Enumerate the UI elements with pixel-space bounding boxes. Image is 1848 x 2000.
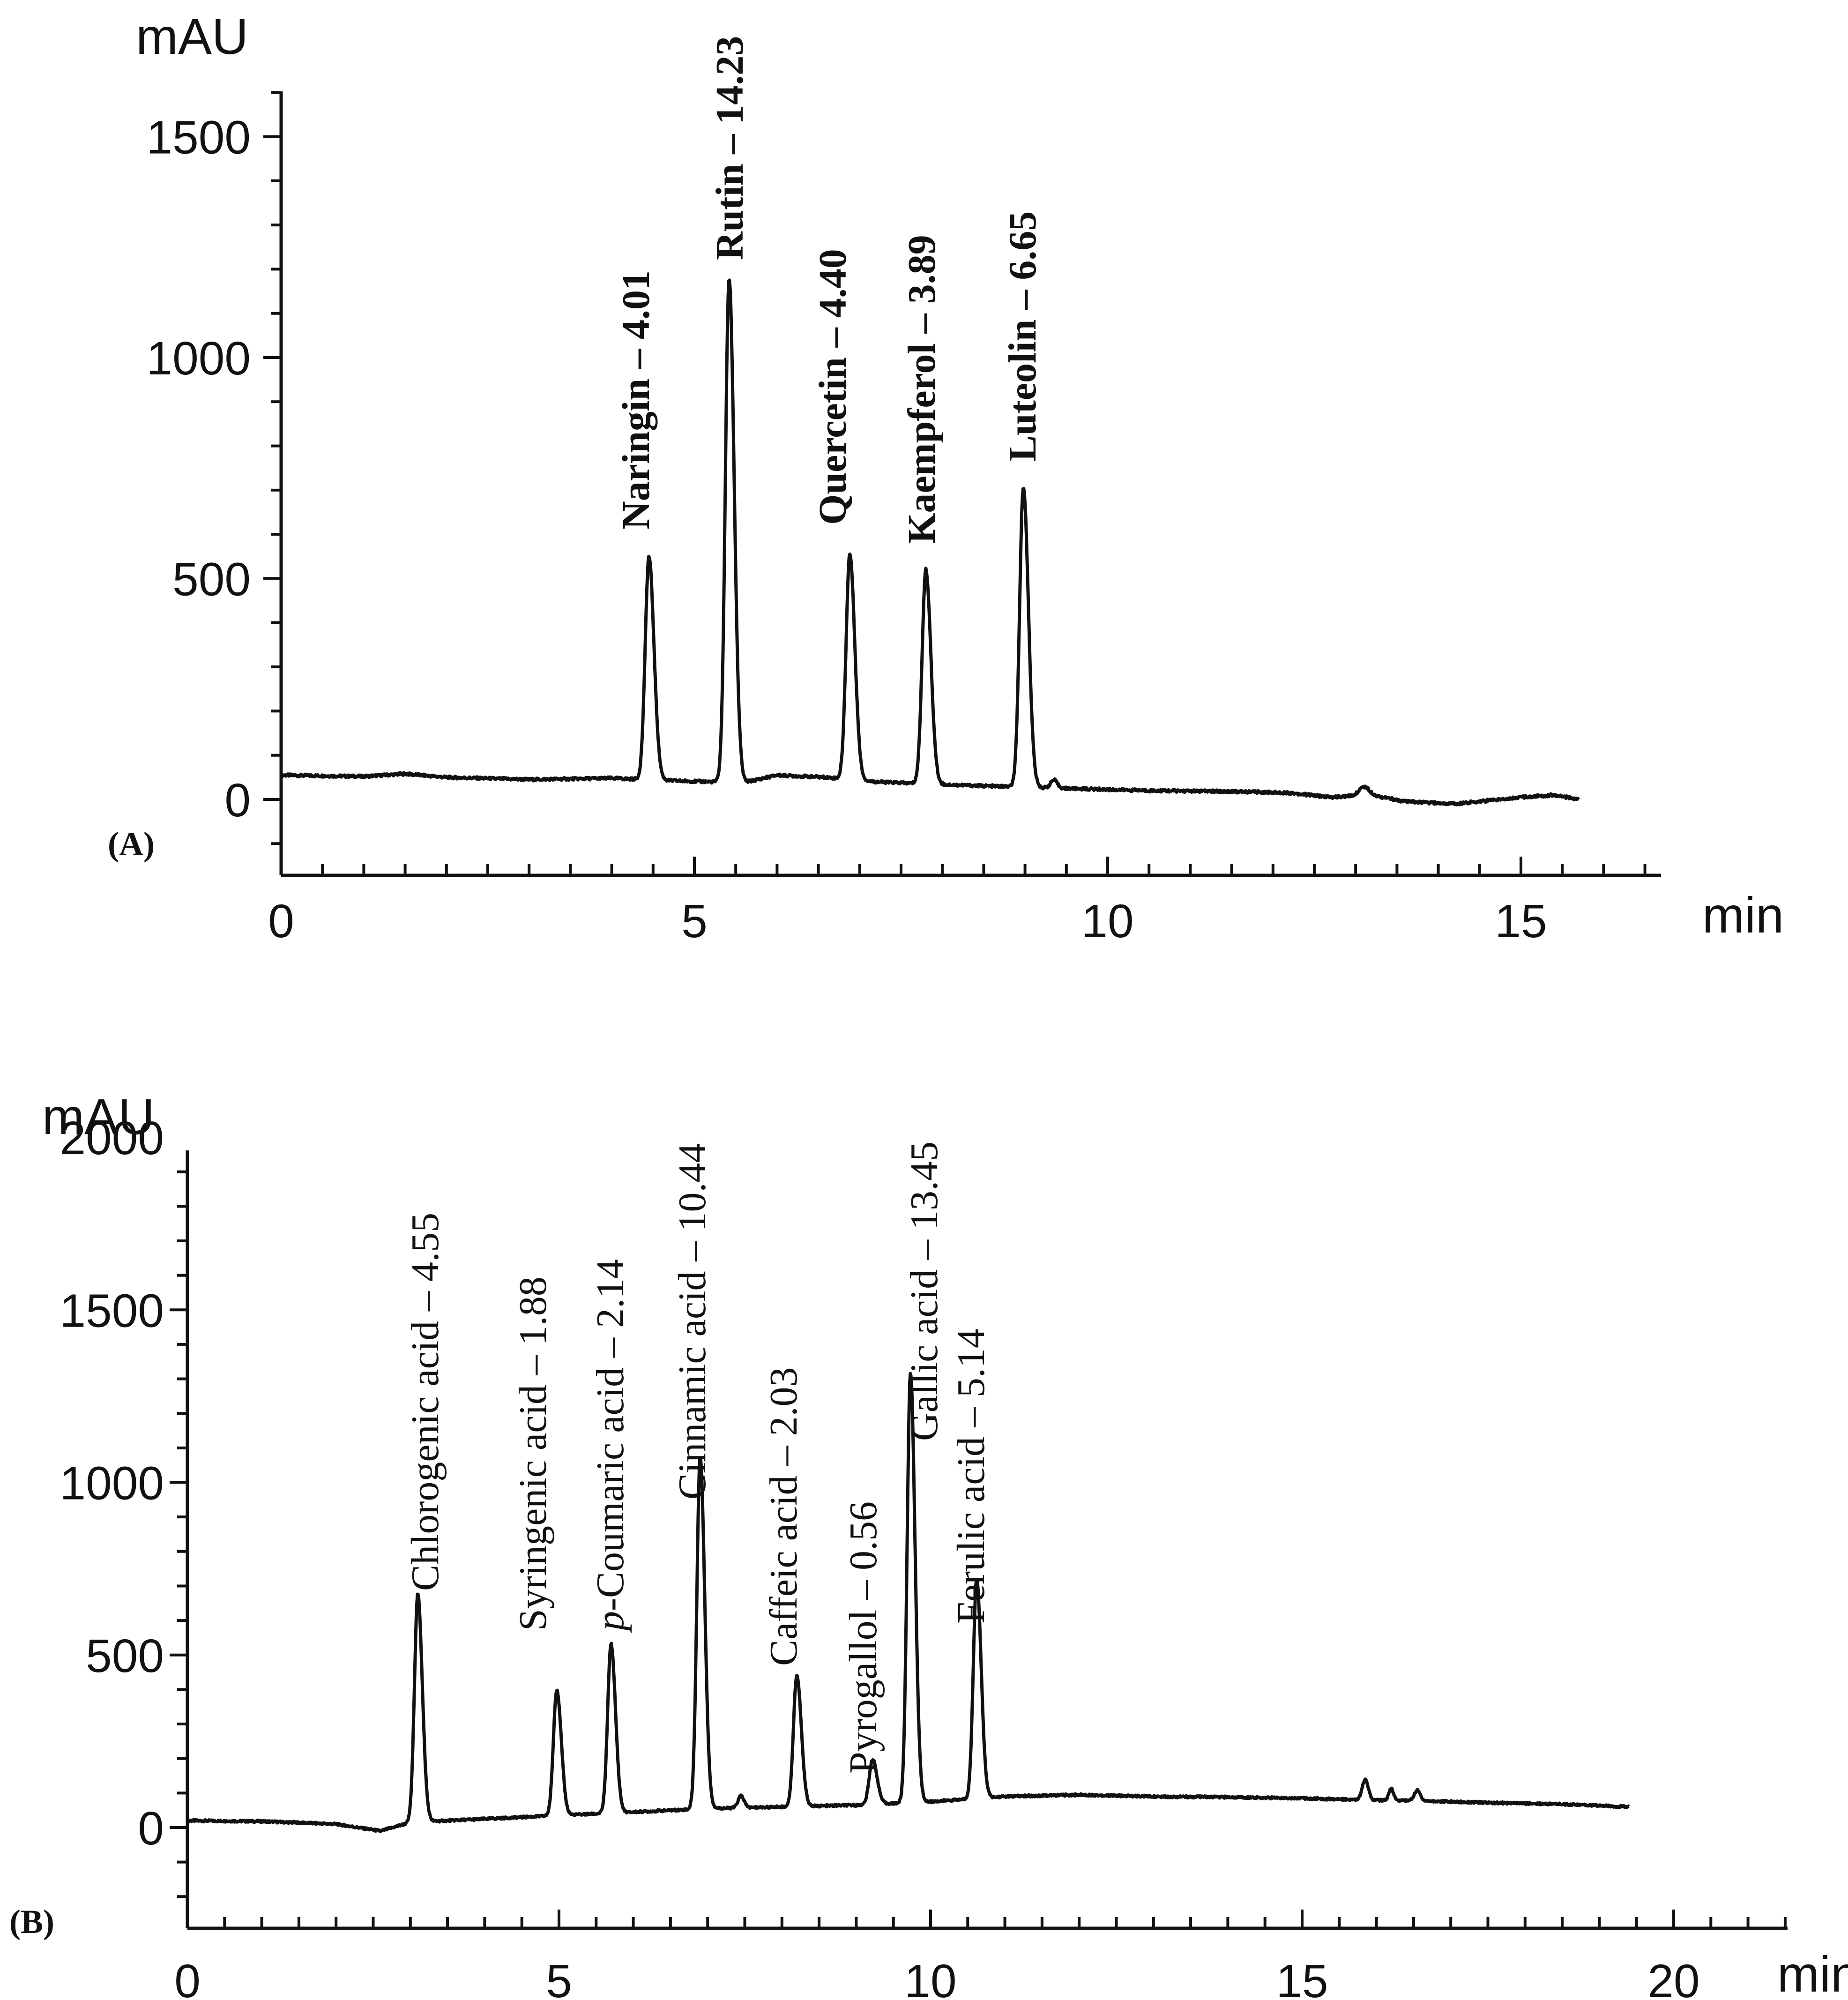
chart-panel-a: 0 500 1000 1500 0 5 10 15 mAU min (A) Naringin – 4.… (108, 8, 1784, 948)
peak-label: p-Coumaric acid – 2.14 (589, 1259, 632, 1633)
peak-label: Naringin – 4.01 (614, 270, 658, 530)
x-tick-label: 5 (546, 1955, 572, 2000)
y-tick-label: 2000 (60, 1112, 164, 1164)
peak-label-text: Gallic acid – 13.45 (902, 1142, 946, 1441)
panel-label: (A) (108, 825, 155, 863)
y-tick-label: 500 (172, 553, 251, 606)
y-tick-label: 1000 (60, 1457, 164, 1510)
peak-label: Chlorogenic acid – 4.55 (403, 1213, 447, 1591)
peak-label-text: Chlorogenic acid – 4.55 (403, 1213, 447, 1591)
peak-caffeic-acid: Caffeic acid – 2.03 (762, 1367, 805, 1666)
x-tick-label: 15 (1276, 1955, 1328, 2000)
peak-label-text: Caffeic acid – 2.03 (762, 1367, 805, 1666)
y-tick-label: 1500 (147, 112, 251, 164)
x-tick-label: 10 (904, 1955, 956, 2000)
peak-cinnamic-acid: Cinnamic acid – 10.44 (671, 1143, 714, 1500)
peak-syringenic-acid: Syringenic acid – 1.88 (511, 1276, 555, 1631)
peak-label-text: Naringin – 4.01 (614, 270, 658, 530)
x-tick-label: 15 (1495, 895, 1547, 948)
peak-chlorogenic-acid: Chlorogenic acid – 4.55 (403, 1213, 447, 1591)
y-axis-unit-label: mAU (42, 1088, 155, 1145)
y-tick-label: 1500 (60, 1284, 164, 1337)
x-tick-label: 0 (174, 1955, 201, 2000)
y-tick-label: 0 (138, 1802, 164, 1855)
peak-label-text: Quercetin – 4.40 (811, 249, 855, 525)
peak-label: Pyrogallol – 0.56 (842, 1501, 885, 1774)
peak-label: Gallic acid – 13.45 (902, 1142, 946, 1441)
peak-label: Quercetin – 4.40 (811, 249, 855, 525)
peak-label: Luteolin – 6.65 (1001, 211, 1044, 462)
chromatogram-trace (186, 1372, 1631, 1833)
peak-rutin: Rutin – 14.23 (708, 36, 752, 260)
panel-label: (B) (9, 1903, 54, 1940)
peak-label-text: Luteolin – 6.65 (1001, 211, 1044, 462)
peak-label: Syringenic acid – 1.88 (511, 1276, 555, 1631)
peak-gallic-acid: Gallic acid – 13.45 (902, 1142, 946, 1441)
peak-label-text: Ferulic acid – 5.14 (949, 1328, 993, 1624)
y-tick-label: 500 (86, 1630, 164, 1682)
x-tick-label: 10 (1081, 895, 1133, 948)
peak-label-text: Pyrogallol – 0.56 (842, 1501, 885, 1774)
peak-quercetin: Quercetin – 4.40 (811, 249, 855, 525)
chart-panel-b: 0 500 1000 1500 2000 0 5 10 15 20 mAU min (B) Chlorog… (9, 1088, 1848, 2000)
peak-luteolin: Luteolin – 6.65 (1001, 211, 1044, 462)
peak-label: Ferulic acid – 5.14 (949, 1328, 993, 1624)
y-tick-label: 1000 (147, 332, 251, 385)
peak-label: Caffeic acid – 2.03 (762, 1367, 805, 1666)
peak-label-text: Rutin – 14.23 (708, 36, 752, 260)
peak-label-text: -Coumaric acid – 2.14 (589, 1259, 632, 1611)
x-tick-label: 5 (681, 895, 708, 948)
peak-label-text: Kaempferol – 3.89 (900, 235, 944, 544)
chromatogram-trace (279, 278, 1580, 806)
peak-label-italic-prefix: p (589, 1611, 632, 1633)
x-tick-label: 0 (268, 895, 294, 948)
peak-ferulic-acid: Ferulic acid – 5.14 (949, 1328, 993, 1624)
x-axis-unit-label: min (1777, 1946, 1848, 2000)
peak-kaempferol: Kaempferol – 3.89 (900, 235, 944, 544)
peak-label: Cinnamic acid – 10.44 (671, 1143, 714, 1500)
peak-label-text: Cinnamic acid – 10.44 (671, 1143, 714, 1500)
x-axis-unit-label: min (1702, 887, 1784, 943)
peak-p-coumaric-acid: p-Coumaric acid – 2.14 (589, 1259, 632, 1633)
y-axis-unit-label: mAU (136, 8, 248, 65)
x-tick-label: 20 (1647, 1955, 1699, 2000)
peak-pyrogallol: Pyrogallol – 0.56 (842, 1501, 885, 1774)
peak-naringin: Naringin – 4.01 (614, 270, 658, 530)
peak-label: Kaempferol – 3.89 (900, 235, 944, 544)
peak-label: Rutin – 14.23 (708, 36, 752, 260)
y-tick-label: 0 (224, 774, 251, 827)
peak-label-text: Syringenic acid – 1.88 (511, 1276, 555, 1631)
